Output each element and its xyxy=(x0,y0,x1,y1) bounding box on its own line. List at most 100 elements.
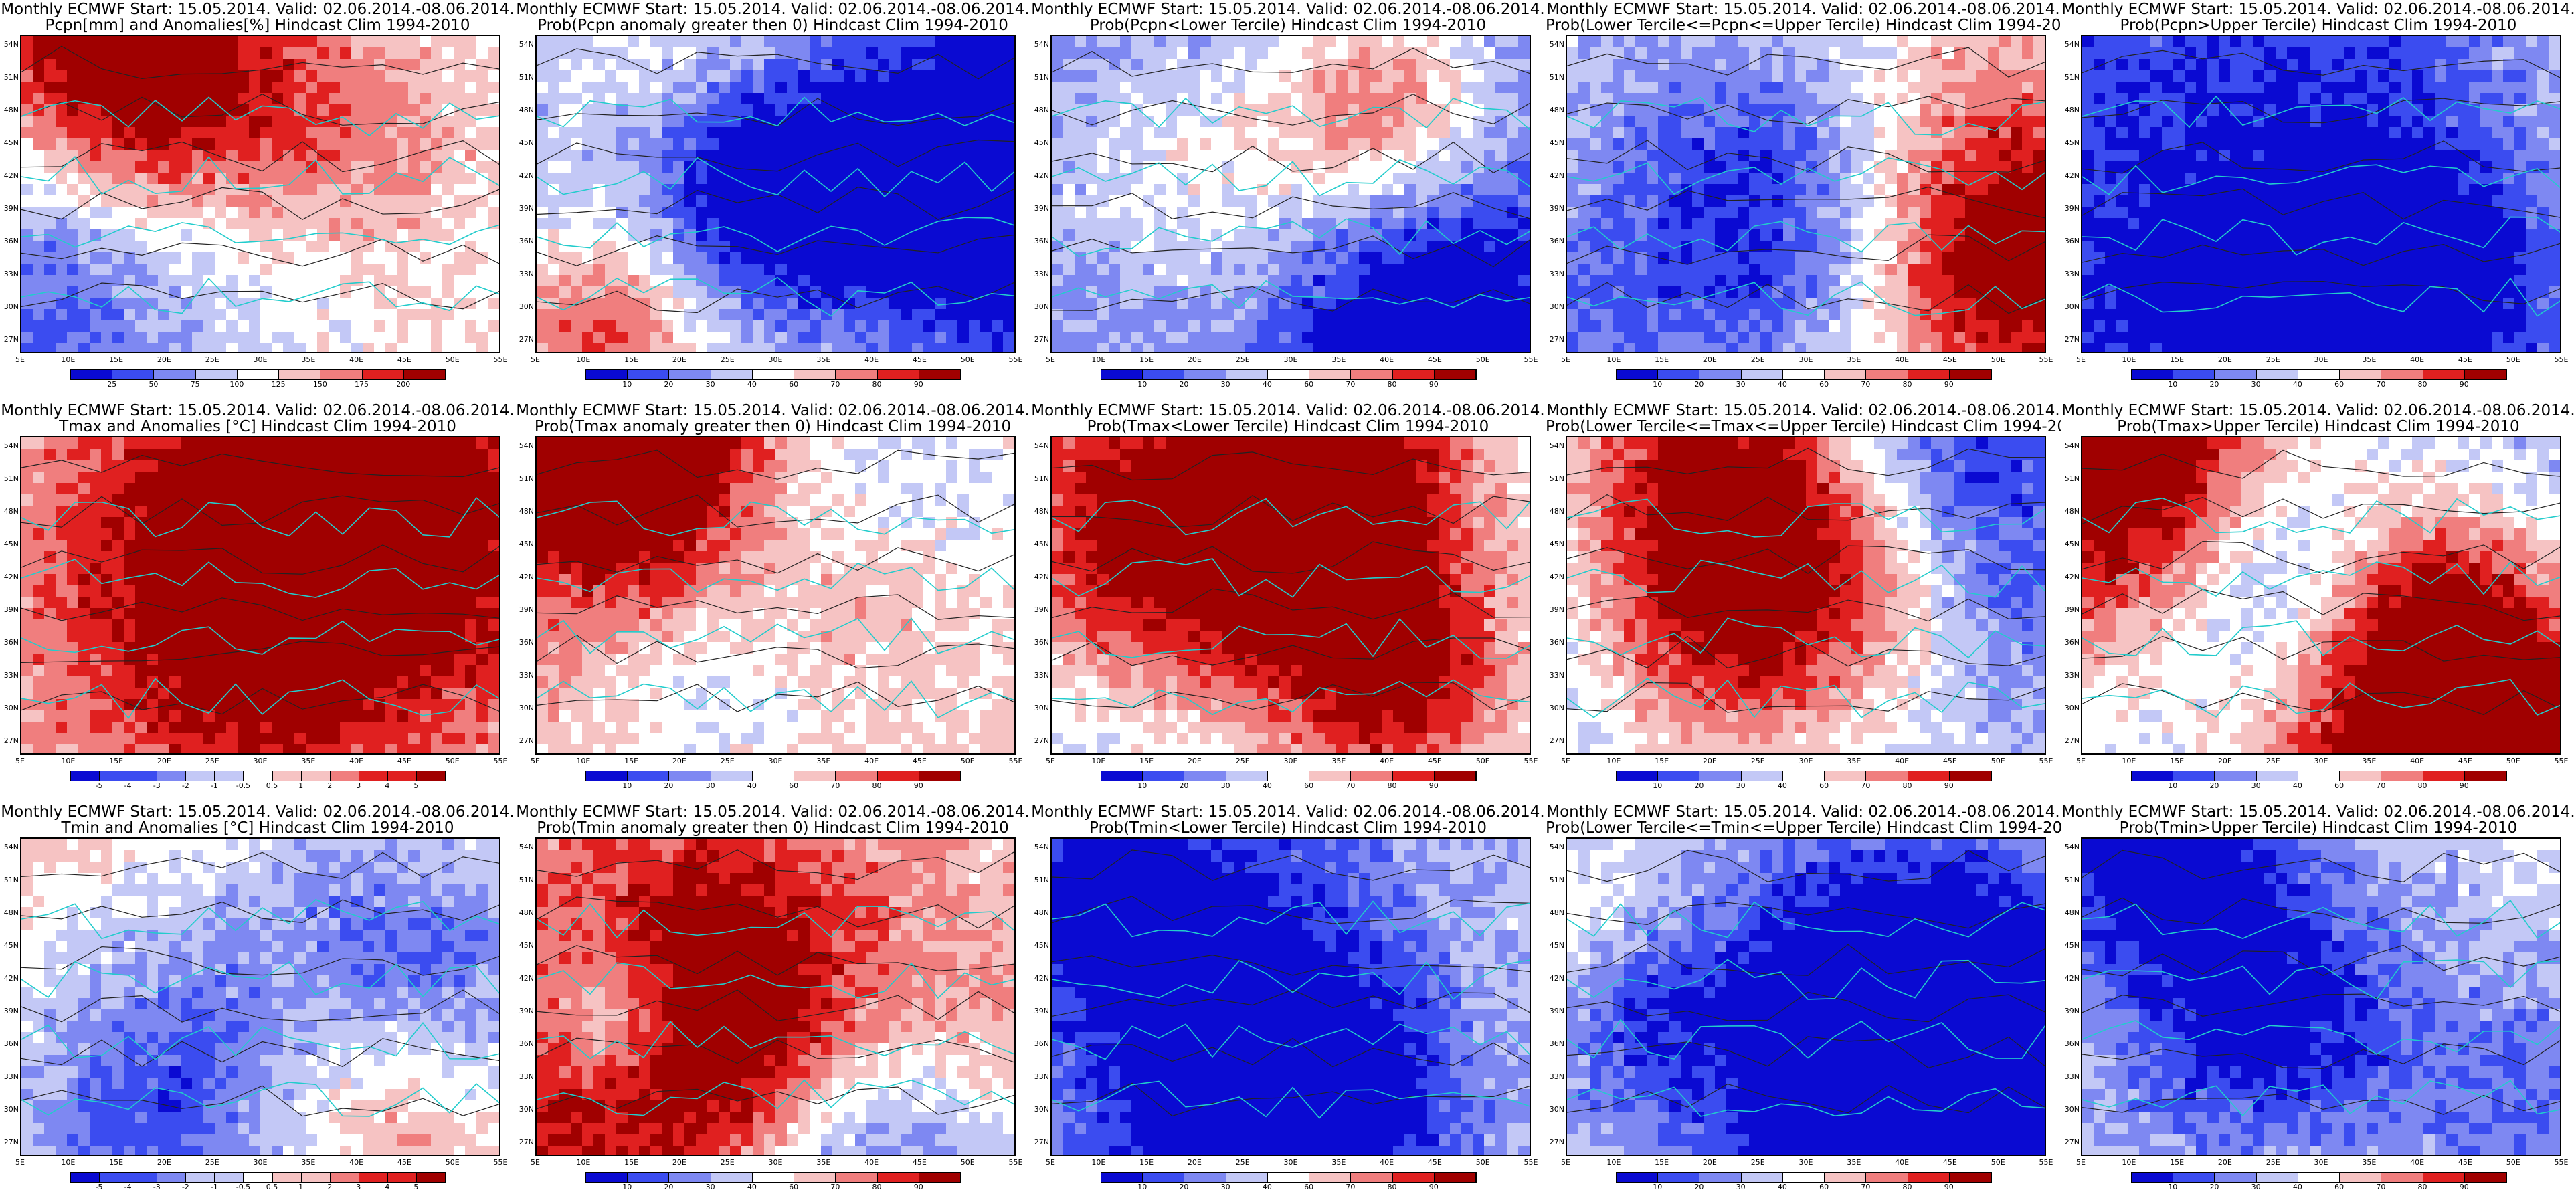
contour-line xyxy=(537,945,1014,976)
colorbar-tick-label: 1 xyxy=(298,781,304,790)
contour-line xyxy=(2082,140,2560,174)
map-canvas xyxy=(2082,437,2560,753)
colorbar-tick-label: 90 xyxy=(2459,1183,2469,1191)
latitude-label: 30N xyxy=(1549,302,1564,311)
colorbar-tick-label: 10 xyxy=(1653,1183,1663,1191)
colorbar-tick-label: 80 xyxy=(1902,380,1912,389)
contour-line xyxy=(21,140,499,173)
colorbar-swatch xyxy=(2423,771,2465,781)
colorbar-tick-label: 70 xyxy=(1861,781,1871,790)
colorbar-tick-label: 150 xyxy=(312,380,327,389)
longitude-label: 15E xyxy=(2170,355,2185,364)
panel-title-line1: Monthly ECMWF Start: 15.05.2014. Valid: … xyxy=(516,1,1030,18)
latitude-label: 51N xyxy=(1549,73,1564,82)
latitude-label: 48N xyxy=(1034,507,1049,516)
map-field xyxy=(1050,436,1531,755)
colorbar-swatch xyxy=(2215,771,2257,781)
coastline xyxy=(1052,1023,1530,1060)
contour-line xyxy=(1567,494,2045,522)
contour-line xyxy=(21,453,499,478)
longitude-label: 5E xyxy=(15,1158,25,1167)
colorbar-tick-label: 60 xyxy=(789,380,799,389)
longitude-label: 55E xyxy=(2554,1158,2569,1167)
map-field xyxy=(20,35,500,353)
longitude-axis: 5E 10E 15E 20E 25E 30E 35E 40E 45E 50E 55E xyxy=(531,757,1022,766)
colorbar-tick-label: 80 xyxy=(1387,1183,1397,1191)
panel-title: Monthly ECMWF Start: 15.05.2014. Valid: … xyxy=(1546,403,2061,435)
colorbar-swatch xyxy=(237,370,280,379)
map-panel-tmax-prob-gt0: Monthly ECMWF Start: 15.05.2014. Valid: … xyxy=(515,401,1030,803)
map-canvas xyxy=(1567,437,2045,753)
longitude-label: 15E xyxy=(1655,355,1669,364)
latitude-label: 39N xyxy=(519,605,534,614)
contour-line xyxy=(537,849,1014,880)
latitude-label: 27N xyxy=(2064,335,2080,344)
colorbar-swatch xyxy=(794,370,836,379)
colorbar-tick-label: 60 xyxy=(2334,1183,2344,1191)
longitude-label: 40E xyxy=(1895,355,1910,364)
coastline xyxy=(1567,559,2045,598)
latitude-label: 45N xyxy=(1034,540,1049,548)
colorbar-swatch xyxy=(1184,771,1226,781)
colorbar-tick-label: 20 xyxy=(1179,781,1189,790)
latitude-label: 30N xyxy=(519,704,534,712)
longitude-label: 30E xyxy=(768,1158,783,1167)
colorbar-swatch xyxy=(586,1173,628,1182)
coastline xyxy=(537,617,1014,654)
longitude-label: 30E xyxy=(253,1158,268,1167)
colorbar-swatch xyxy=(628,771,670,781)
contour-line xyxy=(537,494,1014,528)
longitude-label: 15E xyxy=(2170,1158,2185,1167)
colorbar-swatch xyxy=(157,771,187,781)
longitude-label: 45E xyxy=(912,355,927,364)
contour-line xyxy=(537,139,1014,172)
contour-line xyxy=(1052,494,1530,528)
map-canvas xyxy=(537,437,1014,753)
contour-line xyxy=(2082,944,2560,977)
colorbar-tick-label: 30 xyxy=(705,781,715,790)
colorbar-tick-label: -0.5 xyxy=(236,781,251,790)
longitude-label: 55E xyxy=(1524,355,1538,364)
contour-line xyxy=(1052,588,1530,620)
coastline xyxy=(2082,95,2560,128)
map-canvas xyxy=(21,839,499,1155)
longitude-label: 40E xyxy=(864,355,879,364)
latitude-label: 36N xyxy=(1549,638,1564,647)
coastline xyxy=(21,278,499,314)
colorbar-swatch xyxy=(2173,370,2215,379)
longitude-axis: 5E 10E 15E 20E 25E 30E 35E 40E 45E 50E 55E xyxy=(15,1158,507,1167)
longitude-label: 50E xyxy=(1475,757,1490,765)
colorbar-tick-label: 80 xyxy=(2417,1183,2427,1191)
latitude-label: 36N xyxy=(519,1039,534,1048)
colorbar-tick-label: 10 xyxy=(2168,380,2178,389)
latitude-label: 30N xyxy=(1549,704,1564,712)
colorbar-swatch xyxy=(154,370,196,379)
colorbar-tick-label: 40 xyxy=(1262,781,1272,790)
colorbar-tick-label: 30 xyxy=(705,1183,715,1191)
longitude-label: 20E xyxy=(1702,1158,1717,1167)
colorbar-tick-label: -2 xyxy=(181,781,189,790)
colorbar-swatch xyxy=(2340,1173,2382,1182)
map-canvas xyxy=(2082,839,2560,1155)
colorbar-tick-label: 30 xyxy=(1736,380,1746,389)
longitude-label: 45E xyxy=(1942,1158,1957,1167)
longitude-label: 30E xyxy=(768,757,783,765)
longitude-label: 15E xyxy=(624,1158,639,1167)
coastline xyxy=(537,962,1014,999)
contour-line xyxy=(21,641,499,663)
latitude-label: 30N xyxy=(3,704,19,712)
colorbar-tick-label: 10 xyxy=(2168,1183,2178,1191)
colorbar-tick-label: 30 xyxy=(2251,380,2261,389)
colorbar-tick-label: 100 xyxy=(229,380,244,389)
colorbar-tick-label: 3 xyxy=(356,1183,361,1191)
panel-title-line2: Tmin and Anomalies [°C] Hindcast Clim 19… xyxy=(61,819,454,836)
longitude-label: 20E xyxy=(672,355,686,364)
latitude-label: 39N xyxy=(1549,204,1564,213)
colorbar-tick-label: 125 xyxy=(271,380,286,389)
latitude-label: 51N xyxy=(519,73,534,82)
colorbar-swatch xyxy=(1617,370,1659,379)
panel-title: Monthly ECMWF Start: 15.05.2014. Valid: … xyxy=(0,804,515,836)
colorbar-swatch xyxy=(100,771,129,781)
contour-line xyxy=(1052,452,1530,481)
contour-line xyxy=(1567,991,2045,1023)
